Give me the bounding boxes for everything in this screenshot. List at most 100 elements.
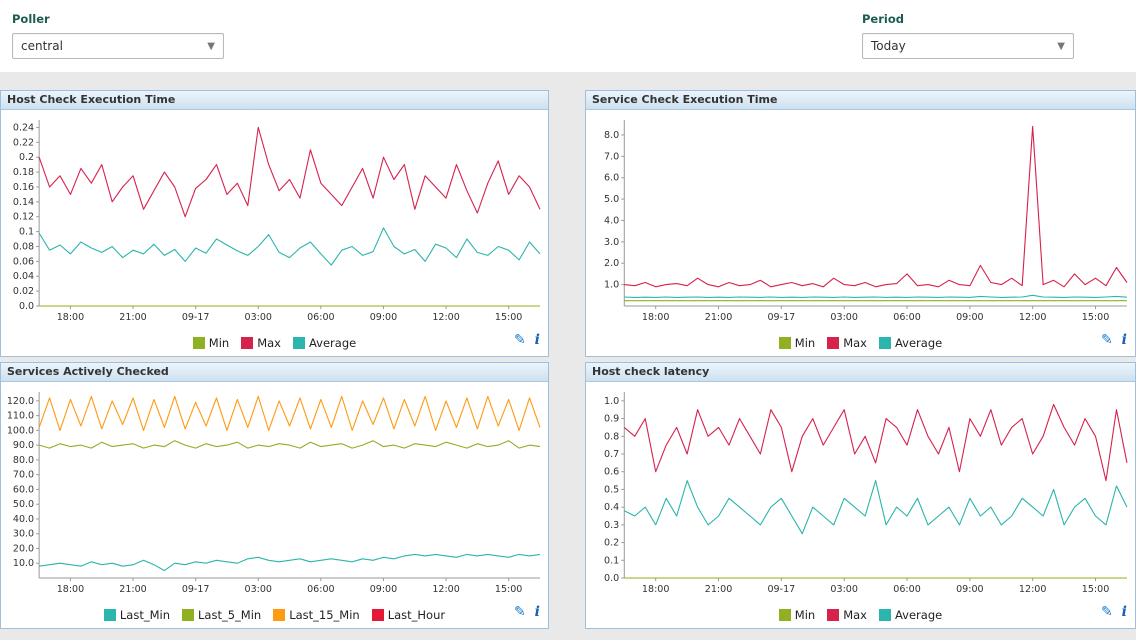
panel-host-check-execution-time: Host Check Execution Time 0.0 0.02 0.04 0.0… — [0, 90, 549, 357]
legend-label: Average — [308, 336, 357, 350]
legend-swatch — [292, 337, 305, 349]
legend-swatch — [778, 609, 791, 621]
svg-text:0.0: 0.0 — [604, 573, 619, 584]
svg-text:18:00: 18:00 — [57, 584, 84, 595]
svg-text:09:00: 09:00 — [956, 312, 984, 323]
edit-icon[interactable]: ✎ — [513, 604, 526, 620]
svg-text:21:00: 21:00 — [119, 312, 146, 323]
chevron-down-icon: ▼ — [1057, 40, 1065, 52]
legend-item: Max — [241, 336, 281, 350]
svg-text:0.14: 0.14 — [13, 197, 34, 208]
svg-text:18:00: 18:00 — [642, 312, 670, 323]
svg-text:1.0: 1.0 — [604, 280, 619, 291]
period-select[interactable]: Today ▼ — [862, 33, 1074, 59]
panel-title: Host Check Execution Time — [1, 91, 548, 110]
period-selected-value: Today — [871, 39, 906, 53]
svg-text:0.2: 0.2 — [19, 152, 34, 163]
svg-text:03:00: 03:00 — [830, 584, 858, 595]
period-label: Period — [862, 12, 904, 26]
panel-title: Service Check Execution Time — [586, 91, 1135, 110]
chart-legend: Min Max Average ✎ i — [586, 602, 1135, 628]
svg-text:0.08: 0.08 — [13, 241, 34, 252]
svg-text:0.24: 0.24 — [13, 122, 34, 133]
line-chart: 1.0 2.0 3.0 4.0 5.0 6.0 7.0 8.0 18:00 21:00 09-17 0… — [604, 120, 1128, 323]
svg-text:12:00: 12:00 — [1019, 312, 1047, 323]
svg-text:0.16: 0.16 — [13, 182, 34, 193]
info-icon[interactable]: i — [534, 332, 540, 348]
svg-text:0.06: 0.06 — [13, 256, 34, 267]
legend-swatch — [103, 609, 116, 621]
svg-text:0.1: 0.1 — [19, 227, 34, 238]
poller-selected-value: central — [21, 39, 63, 53]
svg-text:12:00: 12:00 — [432, 584, 459, 595]
legend-item: Last_Min — [103, 608, 170, 622]
svg-text:15:00: 15:00 — [495, 312, 522, 323]
legend-label: Min — [794, 608, 816, 622]
edit-icon[interactable]: ✎ — [513, 332, 526, 348]
legend-item: Last_15_Min — [273, 608, 360, 622]
legend-item: Average — [878, 608, 942, 622]
svg-text:0.1: 0.1 — [604, 555, 619, 566]
info-icon[interactable]: i — [1121, 604, 1127, 620]
legend-swatch — [827, 609, 840, 621]
svg-text:2.0: 2.0 — [604, 258, 619, 269]
svg-text:100.0: 100.0 — [7, 425, 34, 436]
svg-text:09-17: 09-17 — [767, 584, 795, 595]
svg-text:15:00: 15:00 — [495, 584, 522, 595]
svg-text:1.0: 1.0 — [604, 396, 619, 407]
legend-swatch — [878, 609, 891, 621]
legend-label: Last_15_Min — [289, 608, 360, 622]
legend-swatch — [182, 609, 195, 621]
legend-item: Average — [878, 336, 943, 350]
legend-label: Max — [843, 336, 867, 350]
panel-title: Services Actively Checked — [1, 363, 548, 382]
svg-text:0.6: 0.6 — [604, 467, 619, 478]
poller-select[interactable]: central ▼ — [12, 33, 224, 59]
legend-swatch — [827, 337, 840, 349]
legend-label: Last_5_Min — [198, 608, 262, 622]
svg-text:18:00: 18:00 — [57, 312, 84, 323]
svg-text:120.0: 120.0 — [7, 396, 34, 407]
svg-text:18:00: 18:00 — [642, 584, 670, 595]
svg-text:80.0: 80.0 — [13, 455, 34, 466]
panel-title: Host check latency — [586, 363, 1135, 382]
legend-swatch — [878, 337, 891, 349]
svg-text:5.0: 5.0 — [604, 194, 619, 205]
svg-text:40.0: 40.0 — [13, 514, 34, 525]
svg-text:21:00: 21:00 — [705, 584, 733, 595]
svg-text:0.4: 0.4 — [604, 502, 619, 513]
svg-text:0.12: 0.12 — [13, 212, 34, 223]
svg-text:12:00: 12:00 — [432, 312, 459, 323]
legend-label: Average — [894, 336, 943, 350]
charts-grid: Host Check Execution Time 0.0 0.02 0.04 0.0… — [0, 72, 1136, 629]
legend-items: Last_Min Last_5_Min Last_15_Min Last_Hour — [98, 608, 451, 622]
legend-item: Min — [192, 336, 229, 350]
svg-text:30.0: 30.0 — [13, 529, 34, 540]
legend-item: Last_5_Min — [182, 608, 261, 622]
svg-text:0.7: 0.7 — [604, 449, 619, 460]
legend-items: Min Max Average — [773, 608, 948, 622]
svg-text:03:00: 03:00 — [245, 584, 272, 595]
svg-text:09-17: 09-17 — [182, 312, 210, 323]
edit-icon[interactable]: ✎ — [1100, 604, 1113, 620]
poller-filter: Poller central ▼ — [12, 12, 224, 59]
info-icon[interactable]: i — [534, 604, 540, 620]
edit-icon[interactable]: ✎ — [1100, 332, 1113, 348]
panel-services-actively-checked: Services Actively Checked 10.0 20.0 30.0 40… — [0, 362, 549, 629]
line-chart: 10.0 20.0 30.0 40.0 50.0 60.0 70.0 80.0 90.0 100.… — [7, 392, 541, 595]
svg-text:3.0: 3.0 — [604, 237, 619, 248]
legend-label: Min — [794, 336, 816, 350]
legend-item: Max — [827, 608, 867, 622]
panel-host-check-latency: Host check latency 0.0 0.1 0.2 0.3 0.4 0.5 0.6… — [585, 362, 1136, 629]
info-icon[interactable]: i — [1121, 332, 1127, 348]
chevron-down-icon: ▼ — [207, 40, 215, 52]
legend-label: Max — [257, 336, 281, 350]
svg-text:03:00: 03:00 — [830, 312, 858, 323]
svg-text:110.0: 110.0 — [7, 411, 34, 422]
svg-text:15:00: 15:00 — [1082, 312, 1110, 323]
svg-text:0.8: 0.8 — [604, 431, 619, 442]
svg-text:0.18: 0.18 — [13, 167, 34, 178]
svg-text:21:00: 21:00 — [705, 312, 733, 323]
svg-text:20.0: 20.0 — [13, 543, 34, 554]
line-chart: 0.0 0.02 0.04 0.06 0.08 0.1 0.12 0.14 0.16 0.18 0.… — [13, 120, 541, 323]
